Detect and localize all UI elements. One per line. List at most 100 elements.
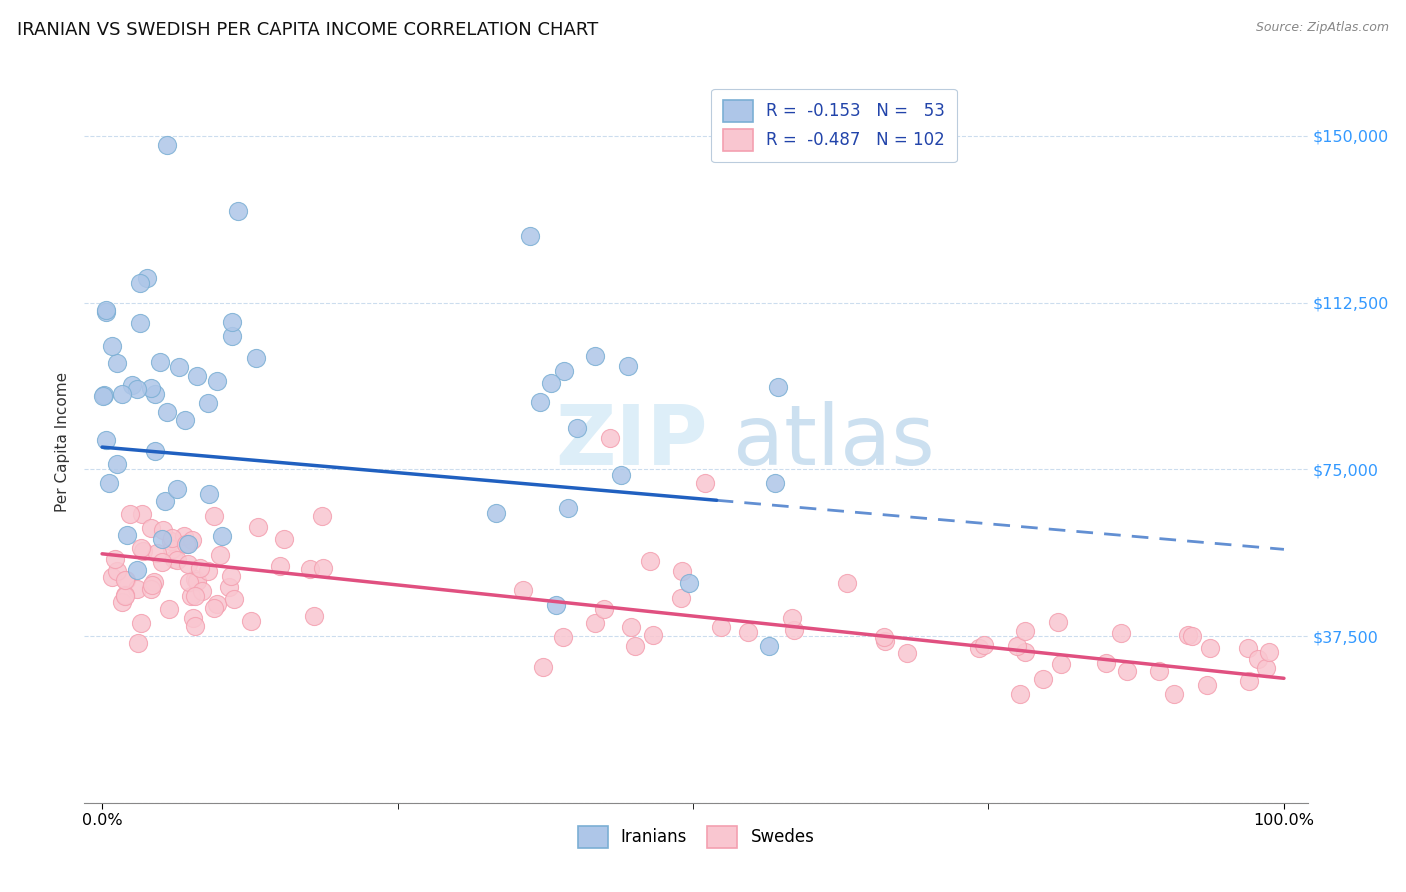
- Point: [245, 351, 267, 366]
- Point: [298, 562, 321, 576]
- Point: [485, 506, 508, 520]
- Point: [96, 433, 118, 447]
- Point: [873, 630, 896, 644]
- Point: [141, 577, 163, 591]
- Point: [1047, 615, 1070, 629]
- Point: [599, 431, 621, 445]
- Text: IRANIAN VS SWEDISH PER CAPITA INCOME CORRELATION CHART: IRANIAN VS SWEDISH PER CAPITA INCOME COR…: [17, 21, 598, 39]
- Point: [125, 582, 148, 596]
- Point: [768, 379, 790, 393]
- Point: [101, 339, 124, 353]
- Point: [973, 638, 995, 652]
- Point: [91, 389, 114, 403]
- Point: [131, 541, 153, 555]
- Point: [557, 500, 579, 515]
- Point: [129, 616, 152, 631]
- Point: [1247, 651, 1270, 665]
- Text: atlas: atlas: [733, 401, 935, 482]
- Point: [186, 574, 208, 588]
- Point: [115, 528, 138, 542]
- Point: [100, 570, 122, 584]
- Point: [540, 376, 562, 391]
- Point: [205, 375, 228, 389]
- Point: [121, 377, 143, 392]
- Point: [1010, 686, 1032, 700]
- Point: [226, 204, 249, 219]
- Point: [139, 381, 162, 395]
- Point: [1177, 628, 1199, 642]
- Point: [114, 588, 136, 602]
- Point: [207, 597, 229, 611]
- Point: [157, 601, 180, 615]
- Point: [181, 533, 204, 547]
- Point: [553, 363, 575, 377]
- Point: [546, 599, 568, 613]
- Point: [553, 630, 575, 644]
- Point: [104, 551, 127, 566]
- Point: [136, 271, 159, 285]
- Legend: Iranians, Swedes: Iranians, Swedes: [569, 818, 823, 856]
- Point: [247, 520, 270, 534]
- Point: [184, 590, 207, 604]
- Point: [531, 660, 554, 674]
- Point: [617, 359, 640, 373]
- Point: [1197, 678, 1219, 692]
- Point: [678, 575, 700, 590]
- Point: [186, 368, 208, 383]
- Point: [221, 329, 243, 343]
- Point: [1115, 664, 1137, 678]
- Point: [127, 563, 149, 577]
- Point: [780, 611, 803, 625]
- Point: [1049, 657, 1071, 672]
- Point: [186, 574, 208, 588]
- Point: [1181, 628, 1204, 642]
- Point: [269, 559, 291, 574]
- Point: [163, 552, 186, 566]
- Point: [142, 574, 165, 589]
- Point: [153, 493, 176, 508]
- Point: [131, 507, 153, 521]
- Point: [240, 614, 263, 628]
- Point: [114, 590, 136, 604]
- Point: [156, 137, 179, 152]
- Point: [173, 413, 195, 427]
- Point: [111, 595, 134, 609]
- Point: [183, 619, 205, 633]
- Point: [512, 582, 534, 597]
- Point: [1032, 672, 1054, 686]
- Point: [610, 467, 633, 482]
- Point: [150, 555, 173, 569]
- Point: [150, 532, 173, 546]
- Point: [131, 544, 153, 558]
- Point: [160, 531, 183, 545]
- Point: [143, 386, 166, 401]
- Point: [127, 636, 149, 650]
- Point: [105, 457, 128, 471]
- Point: [311, 509, 333, 524]
- Point: [593, 601, 616, 615]
- Point: [967, 640, 990, 655]
- Point: [529, 395, 551, 409]
- Point: [312, 561, 335, 575]
- Point: [218, 580, 240, 594]
- Point: [159, 534, 181, 549]
- Point: [873, 634, 896, 648]
- Point: [188, 560, 211, 574]
- Point: [202, 508, 225, 523]
- Point: [146, 546, 169, 560]
- Point: [302, 608, 325, 623]
- Point: [1014, 644, 1036, 658]
- Point: [191, 584, 214, 599]
- Point: [1237, 641, 1260, 656]
- Point: [183, 572, 205, 586]
- Point: [1007, 640, 1029, 654]
- Point: [139, 582, 162, 597]
- Point: [197, 395, 219, 409]
- Point: [1109, 626, 1132, 640]
- Point: [763, 476, 786, 491]
- Text: ZIP: ZIP: [555, 401, 709, 482]
- Point: [224, 592, 246, 607]
- Point: [177, 575, 200, 590]
- Point: [1163, 687, 1185, 701]
- Point: [1257, 645, 1279, 659]
